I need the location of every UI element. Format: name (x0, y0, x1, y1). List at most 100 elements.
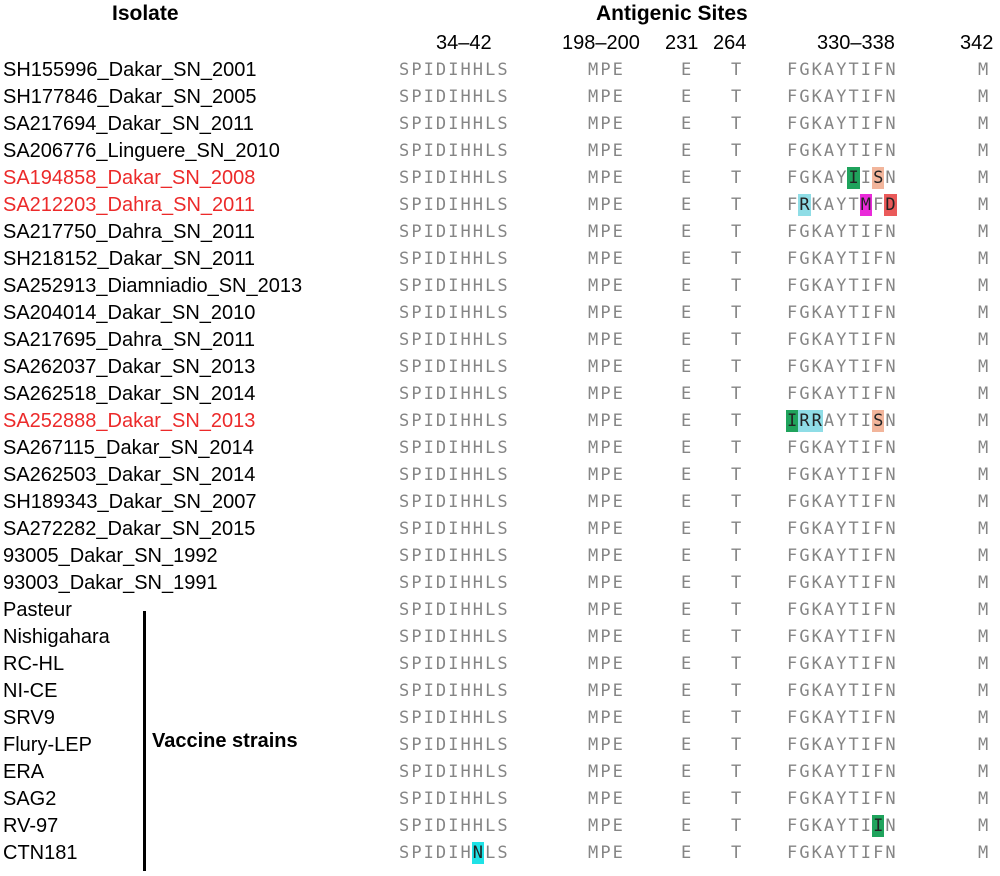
residue: P (600, 249, 611, 269)
residue: M (978, 465, 989, 485)
residue: I (448, 249, 459, 269)
residue: E (681, 384, 692, 404)
residue: S (497, 492, 508, 512)
alignment-row: Flury-LEP S P I D I H H L S M P E E T F G K A Y T I F N M (0, 732, 1000, 759)
residue: G (799, 438, 810, 458)
residue: A (823, 195, 835, 215)
residue: F (787, 249, 798, 269)
site-sequence: T (730, 572, 742, 594)
residue: S (497, 114, 508, 134)
residue: N (885, 816, 896, 836)
residue: L (485, 60, 496, 80)
residue: M (588, 60, 599, 80)
residue: S (497, 573, 508, 593)
residue: F (787, 141, 798, 161)
residue: S (399, 222, 410, 242)
residue: H (460, 816, 471, 836)
residue: S (497, 60, 508, 80)
residue: L (485, 492, 496, 512)
isolate-name: Nishigahara (3, 626, 110, 648)
residue: H (460, 492, 471, 512)
residue: G (799, 87, 810, 107)
site-sequence: M (977, 59, 989, 81)
residue: I (860, 627, 872, 647)
residue: H (472, 114, 484, 134)
site-sequence: E (680, 707, 692, 729)
site-sequence: M (977, 167, 989, 189)
residue: M (978, 762, 989, 782)
residue: D (435, 816, 447, 836)
residue: F (787, 465, 798, 485)
residue: H (472, 168, 484, 188)
residue: G (799, 681, 810, 701)
residue: L (485, 465, 496, 485)
residue: F (787, 816, 798, 836)
alignment-row: ERA S P I D I H H L S M P E E T F G K A Y T I F N M (0, 759, 1000, 786)
residue: M (588, 546, 599, 566)
isolate-name: SA217694_Dakar_SN_2011 (3, 113, 254, 135)
residue: S (399, 384, 410, 404)
residue: F (787, 330, 798, 350)
residue: I (423, 438, 434, 458)
residue: I (860, 114, 872, 134)
residue: S (399, 789, 410, 809)
residue: I (448, 600, 459, 620)
residue: N (885, 438, 896, 458)
residue: E (681, 303, 692, 323)
residue: P (411, 411, 422, 431)
residue: F (873, 519, 884, 539)
residue: H (460, 465, 471, 485)
residue: P (411, 681, 422, 701)
residue: S (497, 681, 508, 701)
residue: K (811, 249, 822, 269)
site-sequence: T (730, 545, 742, 567)
residue: I (860, 762, 872, 782)
residue: I (860, 546, 872, 566)
site-sequence: M (977, 788, 989, 810)
residue: E (681, 843, 692, 863)
residue: K (811, 114, 822, 134)
residue: L (485, 222, 496, 242)
residue: T (731, 519, 742, 539)
residue: E (681, 114, 692, 134)
residue: T (848, 654, 859, 674)
residue: F (873, 222, 884, 242)
residue: P (411, 249, 422, 269)
residue: I (448, 276, 459, 296)
residue: P (411, 546, 422, 566)
residue: N (885, 843, 896, 863)
residue: P (600, 168, 611, 188)
residue: H (460, 411, 471, 431)
residue: A (823, 384, 835, 404)
residue: M (978, 708, 989, 728)
residue: F (787, 708, 798, 728)
residue: D (435, 465, 447, 485)
residue: D (435, 87, 447, 107)
site-sequence: M (977, 842, 989, 864)
isolate-name: SA206776_Linguere_SN_2010 (3, 140, 280, 162)
site-sequence: T (730, 356, 742, 378)
residue: Y (836, 195, 847, 215)
residue: S (399, 249, 410, 269)
residue: P (600, 303, 611, 323)
residue: E (612, 357, 623, 377)
site-sequence: E (680, 572, 692, 594)
residue: Y (836, 384, 847, 404)
residue: K (811, 87, 822, 107)
residue: H (472, 141, 484, 161)
residue: D (435, 762, 447, 782)
residue: T (731, 357, 742, 377)
isolate-name: SH177846_Dakar_SN_2005 (3, 86, 257, 108)
residue: S (399, 843, 410, 863)
residue: I (860, 411, 872, 431)
